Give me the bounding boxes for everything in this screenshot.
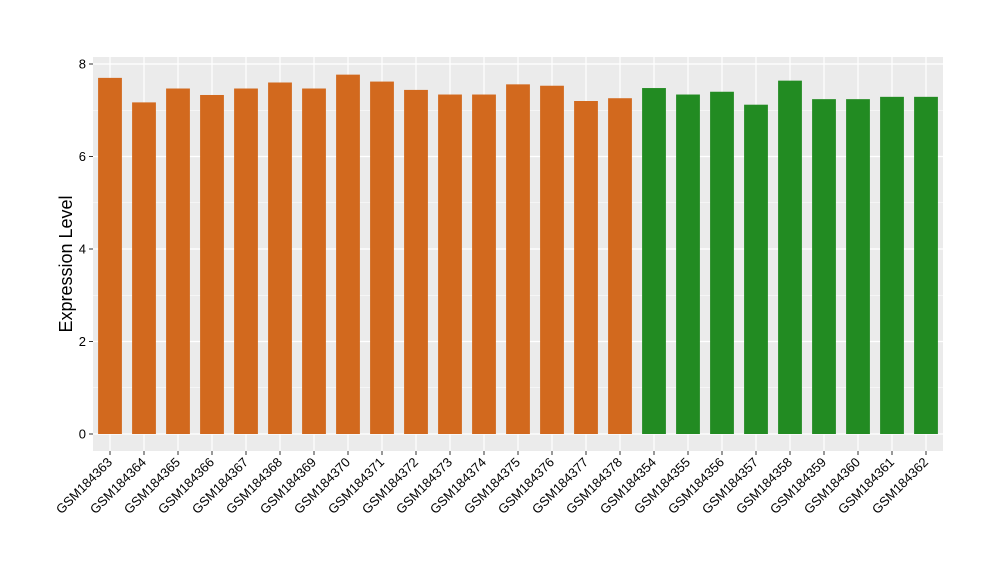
bar-GSM184354 (642, 88, 666, 435)
bar-GSM184355 (676, 94, 700, 435)
y-tick-label: 4 (79, 242, 86, 257)
bar-GSM184378 (608, 98, 632, 434)
bar-GSM184357 (744, 104, 768, 434)
bar-GSM184367 (234, 88, 258, 434)
bar-GSM184366 (200, 94, 224, 435)
bar-GSM184373 (438, 94, 462, 435)
bar-GSM184375 (506, 84, 530, 434)
bar-GSM184372 (404, 89, 428, 435)
bar-GSM184362 (914, 96, 938, 435)
bar-GSM184369 (302, 88, 326, 434)
bar-GSM184363 (98, 77, 122, 434)
bar-GSM184368 (268, 82, 292, 434)
bar-GSM184365 (166, 88, 190, 434)
y-tick-label: 6 (79, 149, 86, 164)
y-tick-label: 0 (79, 427, 86, 442)
bar-GSM184356 (710, 91, 734, 434)
bar-GSM184370 (336, 74, 360, 434)
bar-GSM184371 (370, 81, 394, 434)
bars (98, 74, 938, 435)
bar-GSM184376 (540, 85, 564, 435)
y-tick-label: 2 (79, 334, 86, 349)
bar-GSM184361 (880, 96, 904, 435)
bar-GSM184360 (846, 99, 870, 435)
y-axis-title: Expression Level (56, 195, 76, 332)
y-tick-label: 8 (79, 57, 86, 72)
bar-GSM184364 (132, 102, 156, 434)
bar-GSM184359 (812, 99, 836, 435)
bar-GSM184358 (778, 80, 802, 435)
bar-GSM184374 (472, 94, 496, 435)
bar-GSM184377 (574, 101, 598, 434)
